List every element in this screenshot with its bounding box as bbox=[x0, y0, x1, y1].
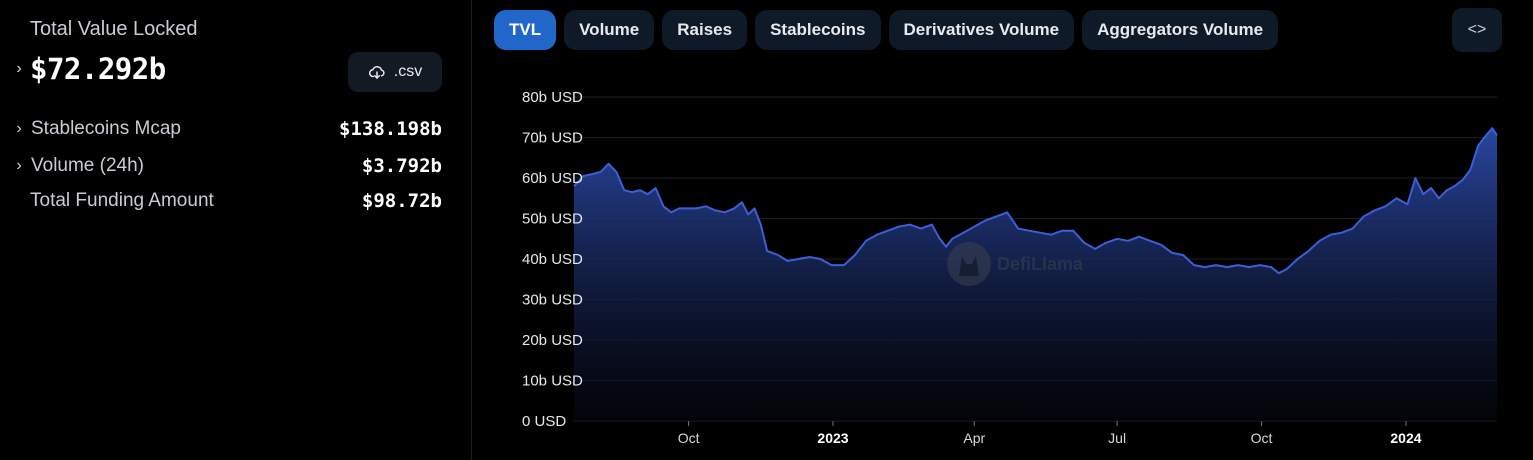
tab-stablecoins[interactable]: Stablecoins bbox=[755, 10, 881, 50]
total-funding-value: $98.72b bbox=[361, 190, 442, 212]
tvl-chart[interactable]: DefiLlama 0 USD 10b USD 20b USD 30b USD 40b … bbox=[494, 70, 1533, 460]
total-funding-label: Total Funding Amount bbox=[30, 190, 214, 211]
x-tick-label: Oct bbox=[1251, 430, 1273, 446]
csv-label: .csv bbox=[393, 63, 423, 80]
x-tick-label: 2023 bbox=[817, 430, 848, 446]
volume-24h-value: $3.792b bbox=[361, 155, 442, 177]
chevron-right-icon[interactable]: › bbox=[16, 120, 22, 137]
chevron-right-icon[interactable]: › bbox=[16, 60, 22, 77]
stablecoins-mcap-value: $138.198b bbox=[339, 118, 442, 140]
y-tick-label: 0 USD bbox=[522, 413, 566, 430]
tvl-label: Total Value Locked bbox=[30, 18, 198, 40]
tvl-chart-svg[interactable]: DefiLlama 0 USD 10b USD 20b USD 30b USD 40b … bbox=[494, 70, 1533, 460]
y-tick-label: 30b USD bbox=[522, 292, 583, 309]
tvl-row[interactable]: › $72.292b bbox=[10, 52, 166, 86]
tab-aggregators-volume[interactable]: Aggregators Volume bbox=[1082, 10, 1279, 50]
tab-derivatives-volume[interactable]: Derivatives Volume bbox=[888, 10, 1075, 50]
tvl-series-line bbox=[573, 127, 1498, 275]
x-tick-label: 2024 bbox=[1390, 430, 1421, 446]
tab-raises[interactable]: Raises bbox=[662, 10, 748, 50]
code-icon: <> bbox=[1467, 21, 1487, 38]
download-csv-button[interactable]: .csv bbox=[348, 52, 442, 92]
tvl-area bbox=[574, 128, 1497, 421]
y-tick-label: 10b USD bbox=[522, 373, 583, 390]
volume-24h-label: Volume (24h) bbox=[31, 155, 145, 176]
chart-tabs: TVL Volume Raises Stablecoins Derivative… bbox=[494, 10, 1279, 50]
x-tick-label: Oct bbox=[678, 430, 700, 446]
x-tick-label: Apr bbox=[963, 430, 985, 446]
defillama-watermark: DefiLlama bbox=[947, 242, 1084, 286]
y-tick-label: 50b USD bbox=[522, 211, 583, 228]
y-tick-label: 20b USD bbox=[522, 332, 583, 349]
tab-tvl[interactable]: TVL bbox=[494, 10, 557, 50]
cloud-download-icon bbox=[368, 66, 385, 79]
total-funding-row: Total Funding Amount $98.72b bbox=[10, 190, 442, 212]
embed-button[interactable]: <> bbox=[1452, 8, 1502, 52]
stablecoins-mcap-row[interactable]: › Stablecoins Mcap $138.198b bbox=[10, 118, 442, 140]
y-tick-label: 70b USD bbox=[522, 130, 583, 147]
watermark-text: DefiLlama bbox=[997, 254, 1084, 274]
chevron-right-icon[interactable]: › bbox=[16, 157, 22, 174]
volume-24h-row[interactable]: › Volume (24h) $3.792b bbox=[10, 155, 442, 177]
y-tick-label: 40b USD bbox=[522, 251, 583, 268]
tvl-value: $72.292b bbox=[30, 52, 166, 86]
x-tick-label: Jul bbox=[1108, 430, 1126, 446]
tab-volume[interactable]: Volume bbox=[564, 10, 655, 50]
stablecoins-mcap-label: Stablecoins Mcap bbox=[31, 118, 181, 139]
y-tick-label: 80b USD bbox=[522, 89, 583, 106]
stats-panel: Total Value Locked › $72.292b .csv › Sta… bbox=[0, 0, 472, 460]
y-tick-label: 60b USD bbox=[522, 170, 583, 187]
